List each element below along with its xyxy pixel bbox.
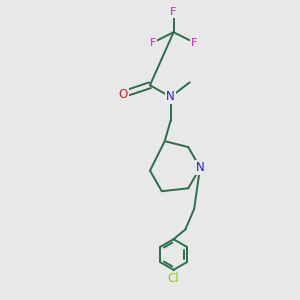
Text: N: N — [166, 91, 175, 103]
Text: F: F — [170, 7, 177, 16]
Text: N: N — [196, 161, 204, 174]
Text: F: F — [150, 38, 156, 47]
Text: O: O — [119, 88, 128, 100]
Text: F: F — [191, 38, 197, 47]
Text: Cl: Cl — [168, 272, 179, 285]
